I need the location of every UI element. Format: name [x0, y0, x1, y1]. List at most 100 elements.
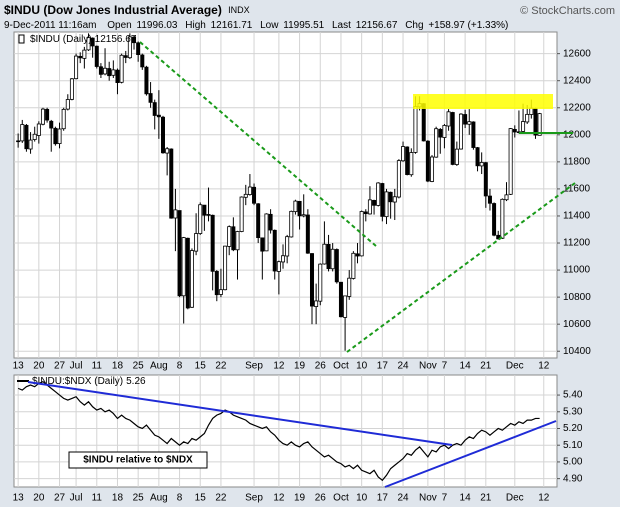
legend-value: 5.26	[126, 376, 146, 387]
candle-body	[24, 124, 29, 150]
candle-body	[78, 55, 83, 59]
candle-body	[210, 214, 215, 272]
candle-body	[367, 199, 372, 215]
candle-body	[173, 209, 178, 219]
watermark: © StockCharts.com	[520, 5, 615, 17]
x-tick-label: 7	[442, 361, 448, 372]
x-tick-label: 8	[177, 493, 183, 504]
chg-value: +158.97 (+1.33%)	[428, 20, 508, 31]
candle-body	[103, 67, 108, 75]
candle-body	[351, 252, 356, 279]
legend-label: $INDU:$NDX (Daily)	[32, 376, 123, 387]
candle-body	[235, 231, 240, 251]
x-tick-label: Dec	[506, 493, 524, 504]
candle-body	[268, 213, 273, 231]
candle-body	[61, 108, 66, 130]
y-tick-label: 11400	[563, 211, 591, 222]
chart-title: $INDU (Dow Jones Industrial Average) IND…	[4, 3, 250, 17]
candle-body	[115, 69, 120, 83]
chg-label: Chg	[405, 20, 423, 31]
candle-body	[504, 194, 509, 201]
y-tick-label: 11600	[563, 184, 591, 195]
trend-line	[346, 182, 576, 353]
candle-body	[107, 68, 112, 77]
y-tick-label: 12600	[563, 48, 591, 59]
candle-body	[293, 200, 298, 213]
candle-body	[388, 191, 393, 203]
candle-body	[132, 36, 137, 44]
candle-body	[442, 125, 447, 138]
candle-body	[243, 193, 248, 198]
x-tick-label: 18	[112, 493, 124, 504]
x-tick-label: Nov	[419, 361, 437, 372]
exchange: INDX	[228, 5, 250, 15]
x-tick-label: 21	[480, 493, 492, 504]
y-tick-label: 5.10	[563, 440, 583, 451]
x-tick-label: 7	[442, 493, 448, 504]
x-tick-label: 12	[273, 361, 285, 372]
candle-body	[239, 196, 244, 232]
candle-body	[438, 128, 443, 138]
candle-body	[376, 182, 381, 206]
y-tick-label: 10400	[563, 346, 591, 357]
candle-body	[98, 66, 103, 75]
candle-body	[318, 263, 323, 302]
candle-body	[297, 200, 302, 217]
trend-line	[139, 41, 377, 247]
candle-body	[119, 54, 124, 83]
candle-body	[94, 45, 99, 67]
candle-body	[252, 186, 257, 204]
candle-body	[359, 211, 364, 257]
candle-body	[214, 271, 219, 296]
quote-line: 9-Dec-2011 11:16am Open 11996.03 High 12…	[4, 20, 508, 31]
legend-value: 12156.67	[95, 34, 137, 45]
candle-body	[289, 210, 294, 238]
x-tick-label: Oct	[333, 361, 349, 372]
x-tick-label: 10	[356, 493, 368, 504]
candle-body	[247, 186, 252, 195]
candle-body	[148, 93, 153, 103]
x-tick-label: 10	[356, 361, 368, 372]
candle-body	[20, 124, 25, 142]
x-tick-label: 20	[33, 361, 45, 372]
open-value: 11996.03	[137, 20, 178, 31]
candle-body	[260, 237, 265, 252]
low-value: 11995.51	[283, 20, 324, 31]
y-tick-label: 10800	[563, 292, 591, 303]
candle-body	[194, 233, 199, 252]
candle-body	[16, 140, 21, 143]
plot-area	[13, 31, 558, 359]
candle-body	[82, 49, 87, 59]
candle-body	[140, 54, 145, 68]
x-tick-label: 19	[294, 361, 306, 372]
x-tick-label: 17	[377, 493, 389, 504]
x-tick-label: 15	[195, 361, 207, 372]
trend-line	[27, 381, 453, 446]
symbol: $INDU (Dow Jones Industrial Average)	[4, 3, 222, 17]
candle-body	[430, 156, 435, 182]
candle-body	[512, 128, 517, 133]
x-tick-label: 24	[397, 361, 409, 372]
candle-body	[525, 113, 530, 123]
x-tick-label: 14	[460, 493, 472, 504]
candle-body	[272, 229, 277, 272]
candle-body	[401, 146, 406, 162]
y-tick-label: 11200	[563, 238, 591, 249]
x-tick-label: Sep	[245, 493, 263, 504]
x-tick-label: Jul	[70, 361, 83, 372]
candle-body	[338, 281, 343, 318]
x-tick-label: 11	[92, 361, 103, 372]
candle-body	[144, 66, 149, 95]
x-tick-label: 21	[480, 361, 492, 372]
candle-body	[483, 162, 488, 197]
x-tick-label: 8	[177, 361, 183, 372]
candle-body	[276, 261, 281, 272]
x-tick-label: 12	[538, 361, 550, 372]
candle-body	[65, 99, 70, 110]
candle-body	[53, 127, 58, 145]
candle-body	[206, 214, 211, 216]
candle-body	[69, 78, 74, 100]
date: 9-Dec-2011 11:16am	[4, 20, 96, 31]
candle-body	[508, 128, 513, 195]
